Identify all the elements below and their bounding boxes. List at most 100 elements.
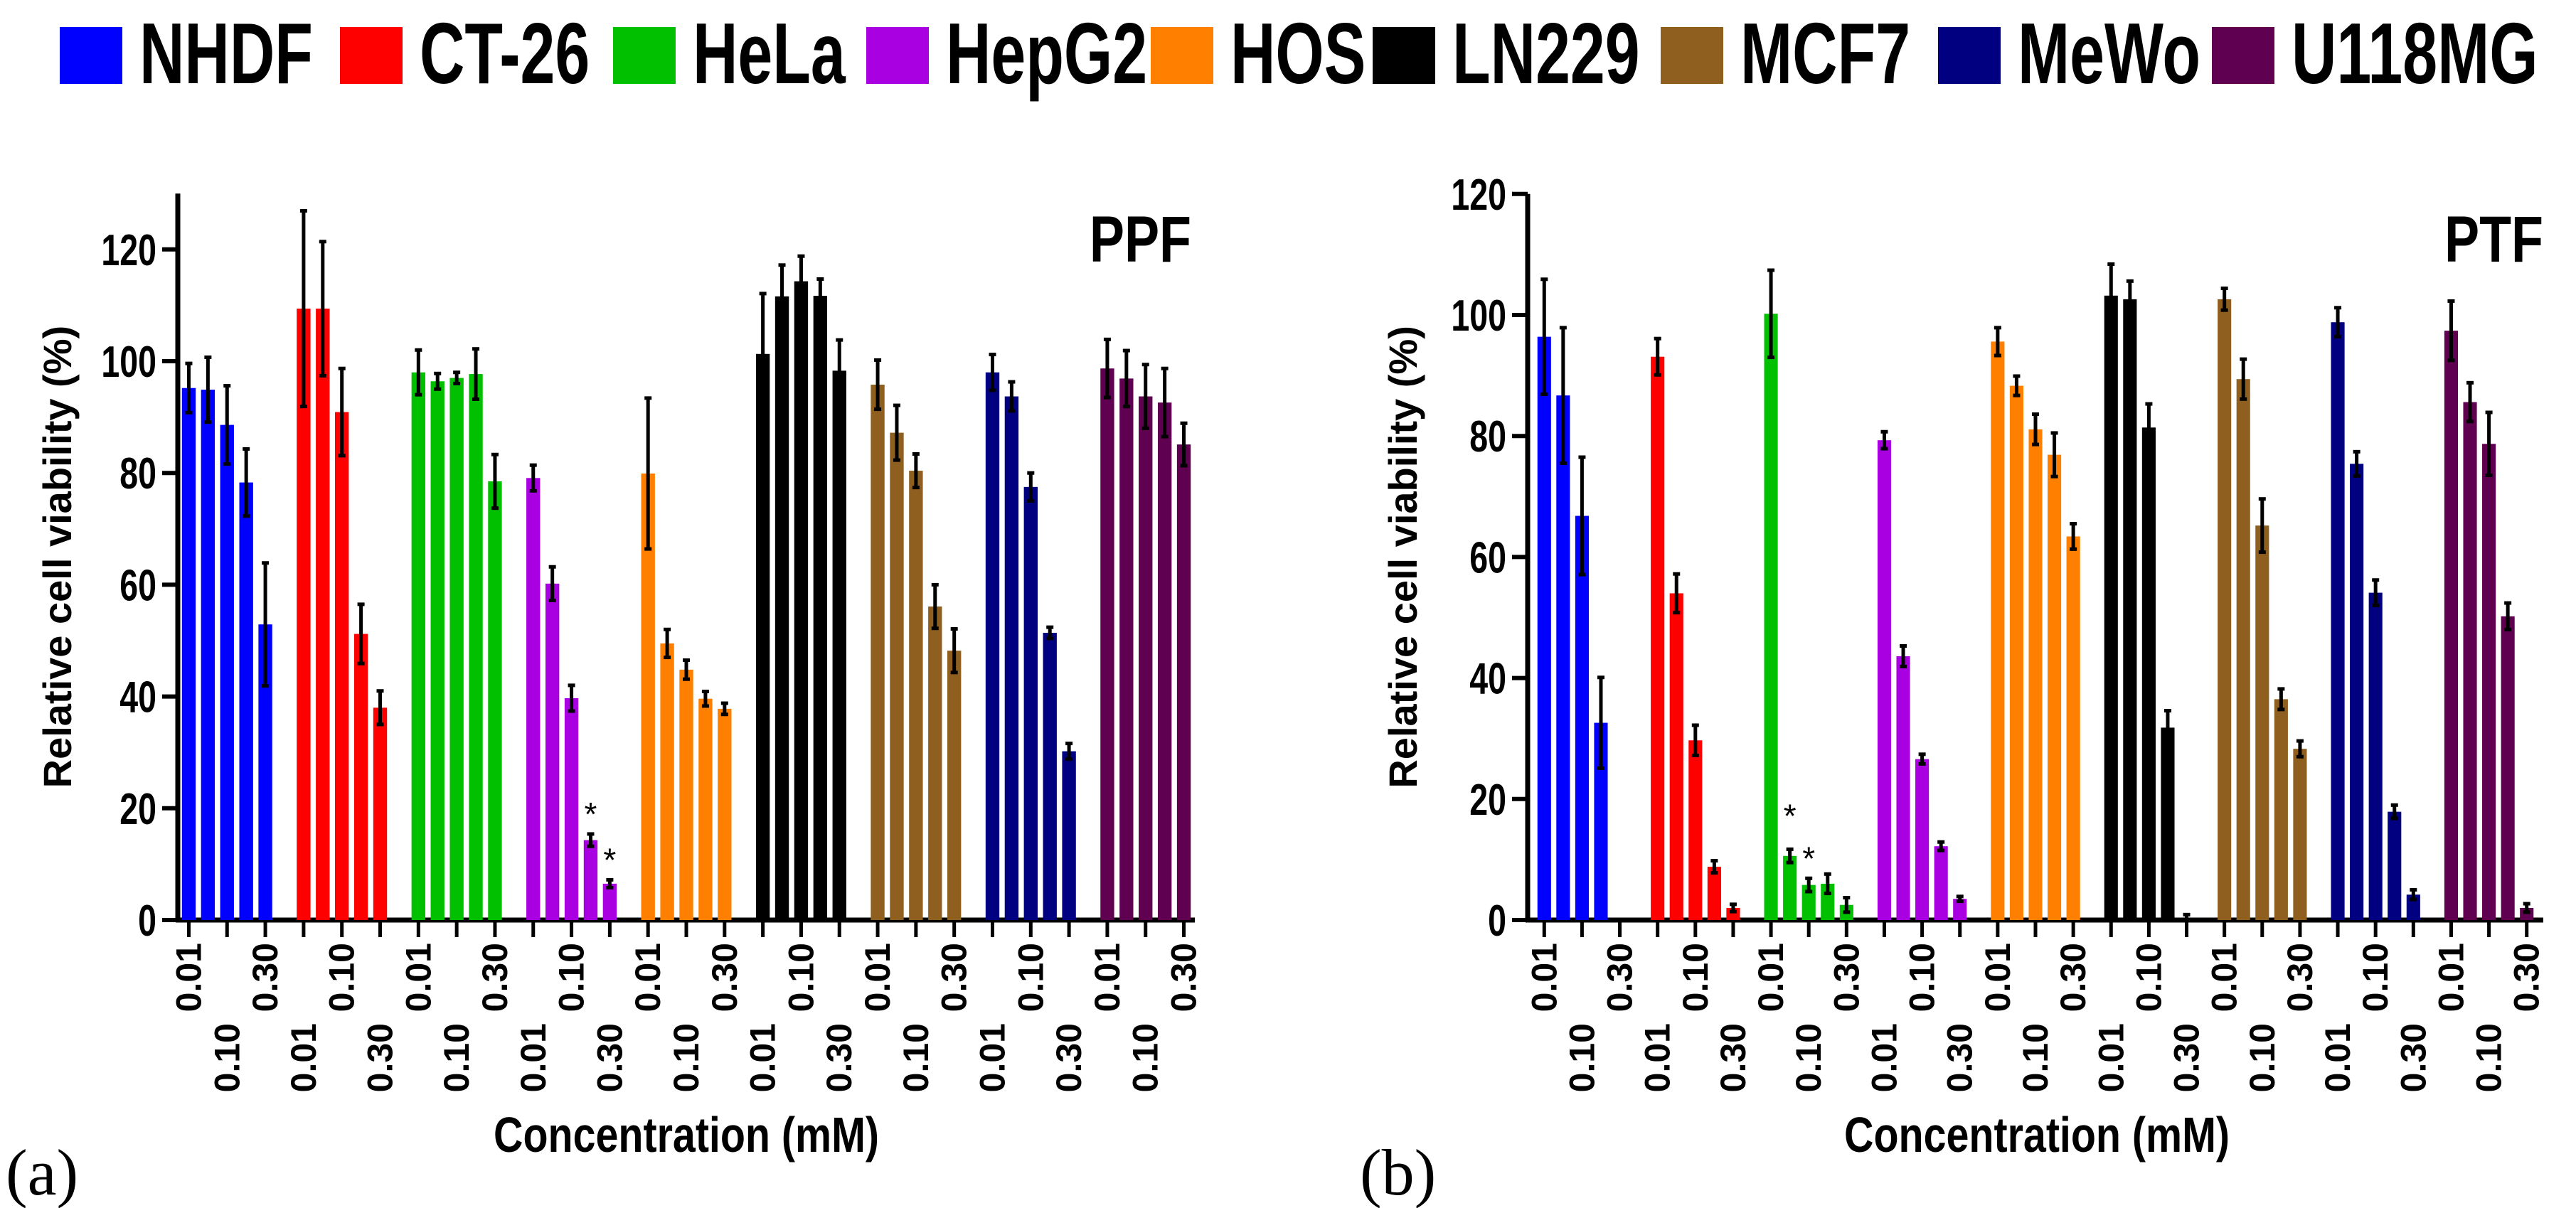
bar [1915,759,1930,920]
bar [871,385,885,920]
bar [890,432,904,920]
x-tick-label: 0.10 [896,1023,936,1092]
bar [947,651,962,920]
legend-swatch [866,27,929,84]
legend: NHDF CT-26 HeLa HepG2 HOS LN229 MCF7 MeWo U118MG [60,5,2538,102]
x-tick-label: 0.01 [1524,943,1564,1012]
bar [2104,295,2118,920]
y-tick-label: 80 [1469,412,1506,461]
y-tick-label: 40 [119,672,156,722]
legend-item: HeLa [613,5,846,102]
x-tick-label: 0.30 [2280,943,2320,1012]
bar [430,381,445,920]
bar [239,482,253,920]
bar [2368,592,2383,920]
x-tick-label: 0.10 [1676,943,1715,1012]
bar-group-mcf7: 0.01 0.10 0.30 [858,358,974,1092]
x-tick-label: 0.01 [2318,1023,2358,1092]
legend-label: U118MG [2292,5,2538,102]
bar [985,372,1000,920]
legend-swatch [1661,27,1723,84]
bar [201,390,215,920]
x-tick-label: 0.01 [284,1023,324,1092]
legend-item: LN229 [1373,5,1640,102]
x-tick-label: 0.10 [552,943,592,1012]
legend-item: U118MG [2212,5,2538,102]
x-tick-label: 0.30 [2393,1023,2433,1092]
bar [602,883,617,920]
x-tick-label: 0.10 [437,1023,477,1092]
bar-group-nhdf: 0.01 0.10 0.30 [169,355,285,1092]
bar [2331,322,2345,920]
legend-swatch [340,27,403,84]
chart-title: PPF [1090,203,1191,276]
legend-item: NHDF [60,5,313,102]
x-tick-label: 0.10 [207,1023,247,1092]
y-tick-label: 40 [1469,653,1506,703]
x-tick-label: 0.30 [2167,1023,2207,1092]
legend-label: MeWo [2018,5,2200,102]
legend-label: CT-26 [420,5,590,102]
legend-swatch [60,27,122,84]
bar [1043,632,1057,920]
bar [2123,299,2137,920]
bar [1176,444,1191,920]
bar [2482,444,2496,920]
x-tick-label: 0.10 [1902,943,1942,1012]
bar [583,840,598,920]
bar [1707,867,1721,920]
panel-label-a: (a) [6,1136,78,1208]
chart-title: PTF [2444,203,2543,276]
bar [794,281,809,920]
bar [2236,379,2250,920]
x-tick-label: 0.10 [2129,943,2168,1012]
bar [2255,525,2269,920]
x-tick-label: 0.01 [858,943,898,1012]
x-tick-label: 0.01 [628,943,668,1012]
bar [1575,515,1589,920]
bar [2444,331,2459,921]
x-tick-label: 0.30 [361,1023,400,1092]
bar-group-hela: 0.01 0.10 0.30 [398,347,515,1092]
bar [469,374,483,920]
bar [813,296,828,921]
x-tick-label: 0.30 [1049,1023,1089,1092]
bar [775,296,789,921]
bar-group-hela: 0.01 ** 0.10 0.30 [1751,268,1866,1092]
legend-label: HepG2 [946,5,1147,102]
legend-swatch [1373,27,1435,84]
x-tick-label: 0.10 [2016,1023,2055,1092]
bar-group-hepg2: 0.01 0.10 ** 0.30 [513,463,629,1092]
bar [1100,368,1114,920]
bar [2274,699,2288,920]
bar [258,624,272,920]
x-tick-label: 0.30 [2053,943,2093,1012]
bar [1669,593,1683,920]
significance-asterisk: * [585,796,597,833]
bar [1991,341,2005,921]
bar [220,424,234,920]
bar [411,372,426,920]
legend-label: HeLa [693,5,846,102]
significance-asterisk: * [1802,840,1815,877]
bar-group-ln229: 0.01 0.10 0.30 [743,254,859,1092]
bar [1877,440,1892,920]
bar [2009,385,2023,920]
x-tick-label: 0.10 [2242,1023,2282,1092]
x-tick-label: 0.01 [2205,943,2245,1012]
bar [1023,486,1038,920]
y-tick-label: 0 [1488,895,1506,945]
y-tick-label: 100 [1451,290,1506,340]
legend-label: HOS [1230,5,1366,102]
bar [660,643,674,920]
x-tick-label: 0.30 [1600,943,1640,1012]
bar [755,353,770,921]
bar-group-nhdf: 0.01 0.10 0.30 [1524,277,1640,1092]
legend-swatch [1151,27,1213,84]
bar [2218,299,2232,920]
bar [2048,454,2062,920]
y-tick-label: 20 [1469,774,1506,824]
x-tick-label: 0.01 [2431,943,2471,1012]
bar [1934,846,1948,920]
